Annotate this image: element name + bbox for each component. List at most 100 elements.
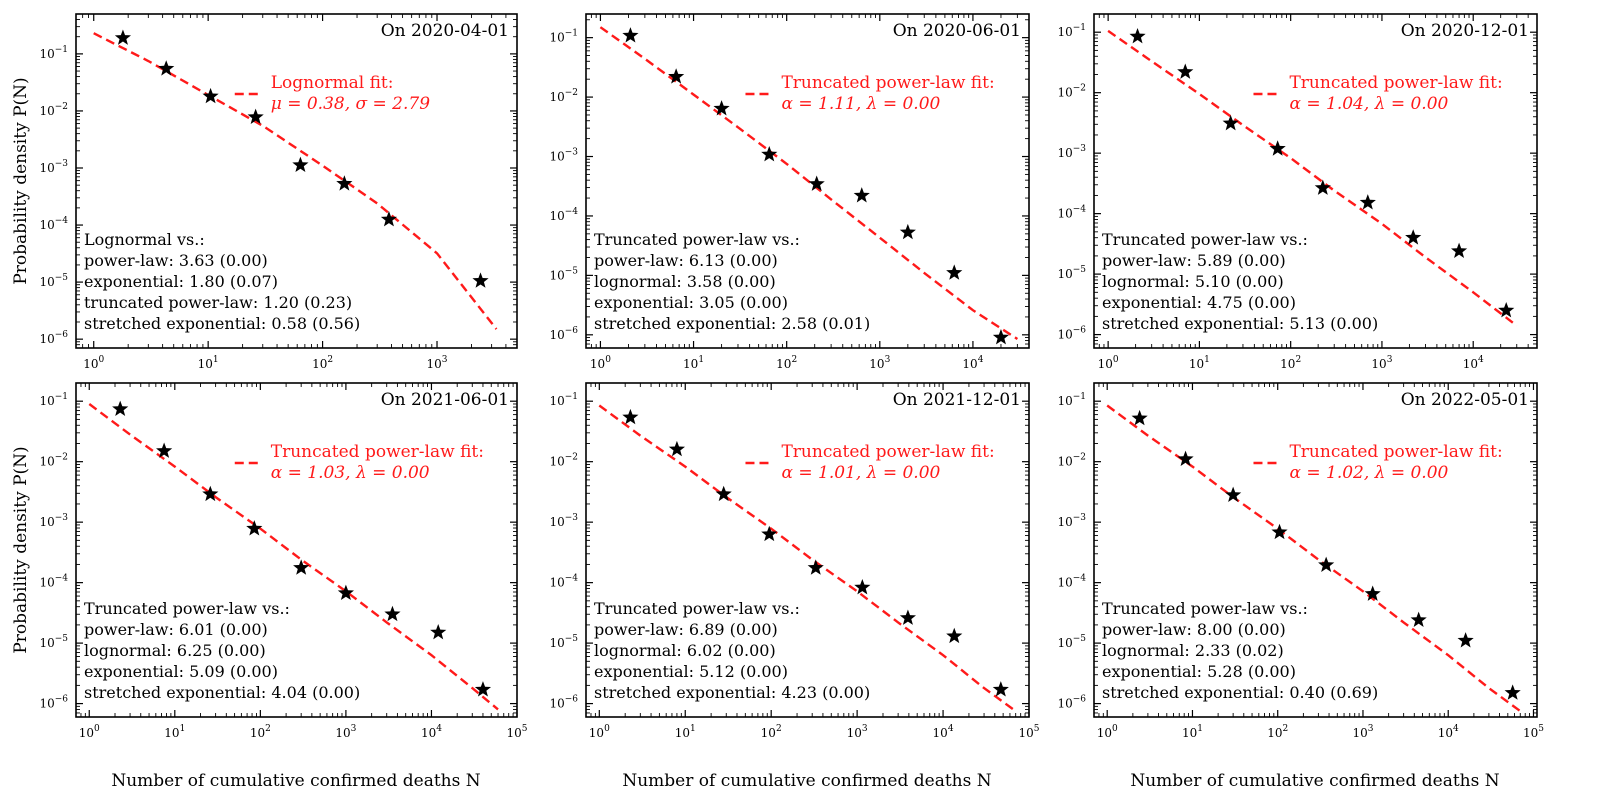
data-point-star: [713, 100, 730, 116]
x-tick-label: 102: [761, 724, 782, 740]
x-tick-label: 101: [1189, 355, 1210, 371]
legend-fit-params: α = 1.04, λ = 0.00: [1289, 94, 1448, 114]
x-tick-label: 105: [1523, 724, 1544, 740]
x-tick-label: 104: [933, 724, 954, 740]
comparison-entry: exponential: 5.12 (0.00): [594, 662, 788, 681]
axes-frame: [1093, 382, 1538, 718]
x-axis-label: Number of cumulative confirmed deaths N: [1130, 771, 1499, 791]
x-tick-label: 104: [421, 724, 442, 740]
data-point-star: [946, 627, 963, 644]
data-point-star: [1131, 409, 1148, 426]
data-point-star: [293, 559, 310, 575]
data-point-star: [430, 623, 447, 640]
data-point-star: [474, 681, 492, 697]
data-point-star: [1177, 63, 1194, 79]
panel-6: 100 101 102 103 104 105 10−6 10−5 10−4 10−3 10−2 10…: [1057, 382, 1544, 740]
x-tick-label: 100: [590, 355, 611, 371]
comparison-title: Truncated power-law vs.:: [84, 599, 290, 618]
x-tick-label: 101: [198, 355, 219, 371]
comparison-entry: exponential: 5.09 (0.00): [84, 662, 278, 681]
data-point-star: [668, 68, 685, 84]
axes-frame: [585, 13, 1030, 349]
axes-frame: [1093, 13, 1538, 349]
legend-fit-label: Truncated power-law fit:: [271, 442, 484, 462]
legend-fit-label: Lognormal fit:: [271, 73, 394, 93]
comparison-entry: power-law: 3.63 (0.00): [84, 251, 268, 270]
panel-title: On 2020-04-01: [381, 21, 509, 41]
y-tick-label: 10−3: [1057, 144, 1086, 160]
y-tick-label: 10−5: [1057, 634, 1086, 650]
comparison-title: Truncated power-law vs.:: [594, 230, 800, 249]
y-axis-label: Probability density P(N): [11, 77, 31, 284]
data-point-star: [1359, 194, 1376, 210]
data-point-star: [668, 440, 686, 457]
comparison-entry: truncated power-law: 1.20 (0.23): [84, 293, 352, 312]
x-tick-label: 102: [1267, 724, 1288, 740]
x-tick-label: 103: [335, 724, 356, 740]
fit-line: [93, 32, 498, 330]
panel-1: 100 101 102 103 10−6 10−5 10−4 10−3 10−2 10−1 On 2…: [39, 13, 518, 371]
y-tick-label: 10−6: [549, 695, 578, 711]
x-tick-label: 105: [1018, 724, 1039, 740]
legend-fit-params: α = 1.11, λ = 0.00: [781, 94, 940, 114]
y-tick-label: 10−4: [549, 207, 578, 223]
x-tick-label: 102: [312, 355, 333, 371]
x-axis-label: Number of cumulative confirmed deaths N: [111, 771, 480, 791]
y-tick-label: 10−2: [549, 453, 578, 469]
data-point-star: [992, 329, 1010, 345]
data-point-star: [1498, 302, 1515, 318]
x-tick-label: 100: [1098, 355, 1119, 371]
panel-4: 100 101 102 103 104 105 10−6 10−5 10−4 10−3 10−2 10…: [39, 382, 528, 740]
data-point-star: [808, 175, 825, 191]
y-tick-label: 10−3: [39, 159, 68, 175]
y-tick-label: 10−1: [1057, 392, 1086, 408]
panel-title: On 2020-12-01: [1401, 21, 1529, 41]
data-point-star: [899, 609, 916, 625]
data-point-star: [1405, 229, 1422, 245]
data-point-star: [715, 485, 732, 502]
comparison-entry: power-law: 6.13 (0.00): [594, 251, 778, 270]
data-point-star: [292, 156, 309, 173]
comparison-entry: stretched exponential: 4.04 (0.00): [84, 683, 360, 702]
x-tick-label: 101: [1182, 724, 1203, 740]
x-tick-label: 103: [1352, 724, 1373, 740]
axes-frame: [75, 382, 518, 718]
data-point-star: [1271, 523, 1288, 540]
data-point-star: [992, 681, 1009, 697]
fit-line: [1106, 404, 1524, 714]
y-tick-label: 10−2: [549, 88, 578, 104]
y-tick-label: 10−5: [549, 266, 578, 282]
x-tick-label: 102: [1280, 355, 1301, 371]
data-point-star: [336, 175, 353, 191]
comparison-entry: exponential: 3.05 (0.00): [594, 293, 788, 312]
panel-title: On 2021-12-01: [893, 390, 1021, 410]
data-point-star: [112, 400, 129, 416]
comparison-entry: lognormal: 6.25 (0.00): [84, 641, 266, 660]
y-tick-label: 10−4: [549, 574, 578, 590]
comparison-entry: stretched exponential: 2.58 (0.01): [594, 314, 870, 333]
comparison-entry: exponential: 4.75 (0.00): [1102, 293, 1296, 312]
panel-2: 100 101 102 103 104 10−6 10−5 10−4 10−3 10−2 10−1 O…: [549, 13, 1030, 371]
data-point-star: [114, 29, 132, 45]
x-tick-label: 102: [250, 724, 271, 740]
legend-fit-label: Truncated power-law fit:: [781, 442, 994, 462]
y-tick-label: 10−5: [39, 273, 68, 289]
data-point-star: [622, 408, 639, 425]
data-point-star: [384, 605, 401, 622]
data-point-star: [202, 485, 219, 502]
comparison-title: Lognormal vs.:: [84, 230, 205, 249]
comparison-entry: stretched exponential: 0.40 (0.69): [1102, 683, 1378, 702]
y-tick-label: 10−5: [1057, 265, 1086, 281]
y-tick-label: 10−6: [39, 330, 68, 346]
legend-fit-params: α = 1.01, λ = 0.00: [781, 463, 940, 483]
x-axis-label: Number of cumulative confirmed deaths N: [622, 771, 991, 791]
y-tick-label: 10−4: [1057, 205, 1086, 221]
data-point-star: [1269, 140, 1286, 156]
data-point-star: [1504, 684, 1521, 700]
x-tick-label: 103: [427, 355, 448, 371]
x-tick-label: 101: [675, 724, 696, 740]
comparison-entry: power-law: 5.89 (0.00): [1102, 251, 1286, 270]
x-tick-label: 104: [1463, 355, 1484, 371]
y-tick-label: 10−1: [1057, 23, 1086, 39]
comparison-entry: power-law: 6.89 (0.00): [594, 620, 778, 639]
